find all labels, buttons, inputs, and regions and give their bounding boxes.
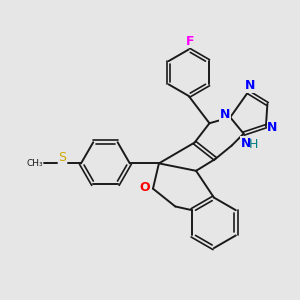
Text: N: N — [220, 108, 230, 122]
Text: S: S — [58, 151, 66, 164]
Text: F: F — [186, 35, 194, 48]
Text: H: H — [248, 138, 258, 152]
Text: N: N — [244, 79, 255, 92]
Text: CH₃: CH₃ — [26, 159, 43, 168]
Text: O: O — [139, 181, 150, 194]
Text: N: N — [241, 137, 251, 150]
Text: N: N — [267, 121, 278, 134]
